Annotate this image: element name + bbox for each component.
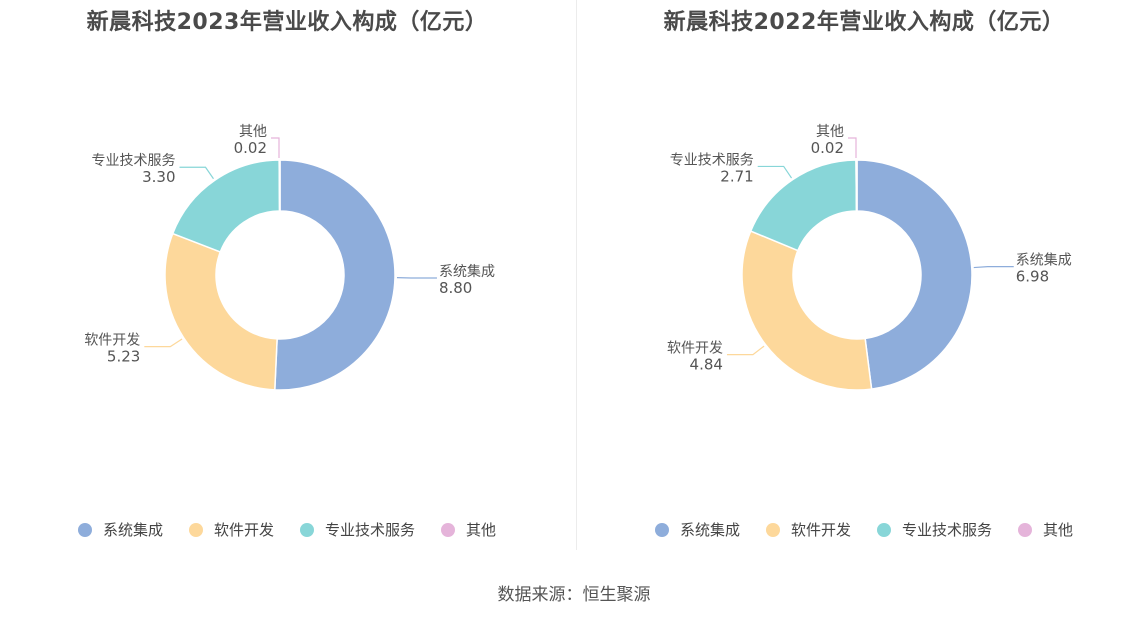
legend-label: 专业技术服务 — [325, 521, 416, 539]
data-source: 数据来源：恒生聚源 — [497, 585, 651, 605]
slice-label-system-integration: 系统集成 — [439, 263, 495, 280]
donut-slice-other[interactable] — [855, 159, 858, 212]
donut-slice-tech-services[interactable] — [171, 159, 281, 253]
legend-label: 系统集成 — [102, 521, 163, 539]
slice-value-other: 0.02 — [811, 139, 844, 157]
legend-marker — [441, 522, 456, 537]
slice-label-tech-services: 专业技术服务 — [670, 152, 754, 168]
chart-title: 新晨科技2022年营业收入构成（亿元） — [663, 10, 1065, 35]
leader-line-system-integration — [973, 266, 1014, 269]
legend-item-system-integration[interactable]: 系统集成 — [654, 519, 740, 540]
chart-panel-2022: 新晨科技2022年营业收入构成（亿元） 系统集成 6.98 软件开发 4.84 专业技术… — [577, 0, 1148, 555]
legend-label: 其他 — [466, 521, 497, 539]
chart-title: 新晨科技2023年营业收入构成（亿元） — [86, 10, 488, 35]
slice-value-tech-services: 2.71 — [720, 167, 753, 185]
leader-line-software-dev — [144, 338, 183, 348]
legend-marker — [188, 522, 203, 537]
legend-item-tech-services[interactable]: 专业技术服务 — [300, 519, 415, 540]
legend-item-system-integration[interactable]: 系统集成 — [77, 519, 163, 540]
donut-slice-other[interactable] — [278, 159, 281, 212]
panel-divider — [576, 0, 577, 550]
donut-slice-system-integration[interactable] — [274, 159, 396, 391]
leader-line-other — [271, 137, 280, 158]
donut-slice-tech-services[interactable] — [749, 159, 858, 252]
legend-item-tech-services[interactable]: 专业技术服务 — [877, 519, 992, 540]
slice-label-software-dev: 软件开发 — [667, 341, 723, 357]
legend-marker — [1018, 522, 1033, 537]
chart-panel-2023: 新晨科技2023年营业收入构成（亿元） 系统集成 8.80 软件开发 5.23 专业技术… — [0, 0, 574, 555]
slice-value-system-integration: 6.98 — [1016, 268, 1049, 286]
slice-label-tech-services: 专业技术服务 — [92, 153, 176, 169]
legend: 系统集成 软件开发 专业技术服务 其他 — [577, 519, 1148, 540]
donut-slice-software-dev[interactable] — [741, 230, 873, 391]
legend-marker — [77, 522, 92, 537]
slice-label-software-dev: 软件开发 — [84, 333, 140, 349]
slice-label-system-integration: 系统集成 — [1016, 252, 1072, 269]
legend-item-software-dev[interactable]: 软件开发 — [765, 519, 851, 540]
legend-label: 软件开发 — [790, 521, 851, 539]
legend-item-other[interactable]: 其他 — [441, 519, 496, 540]
slice-value-system-integration: 8.80 — [439, 279, 472, 297]
legend-label: 软件开发 — [213, 521, 274, 539]
legend-label: 专业技术服务 — [902, 521, 993, 539]
leader-line-tech-services — [179, 166, 214, 180]
legend-marker — [877, 522, 891, 537]
legend-marker — [300, 522, 314, 537]
legend: 系统集成 软件开发 专业技术服务 其他 — [0, 519, 574, 540]
legend-marker — [654, 522, 669, 537]
slice-value-tech-services: 3.30 — [142, 168, 175, 186]
leader-line-software-dev — [726, 345, 765, 356]
donut-slice-system-integration[interactable] — [856, 159, 973, 390]
legend-item-software-dev[interactable]: 软件开发 — [188, 519, 274, 540]
slice-value-software-dev: 4.84 — [690, 356, 723, 374]
slice-value-other: 0.02 — [234, 139, 267, 157]
legend-label: 系统集成 — [679, 521, 740, 539]
legend-item-other[interactable]: 其他 — [1018, 519, 1073, 540]
donut-slice-software-dev[interactable] — [164, 232, 278, 391]
leader-line-other — [848, 137, 857, 158]
slice-label-other: 其他 — [816, 124, 844, 140]
legend-label: 其他 — [1043, 521, 1074, 539]
slice-label-other: 其他 — [239, 124, 267, 140]
slice-value-software-dev: 5.23 — [107, 348, 140, 366]
leader-line-tech-services — [757, 165, 793, 179]
legend-marker — [765, 522, 780, 537]
